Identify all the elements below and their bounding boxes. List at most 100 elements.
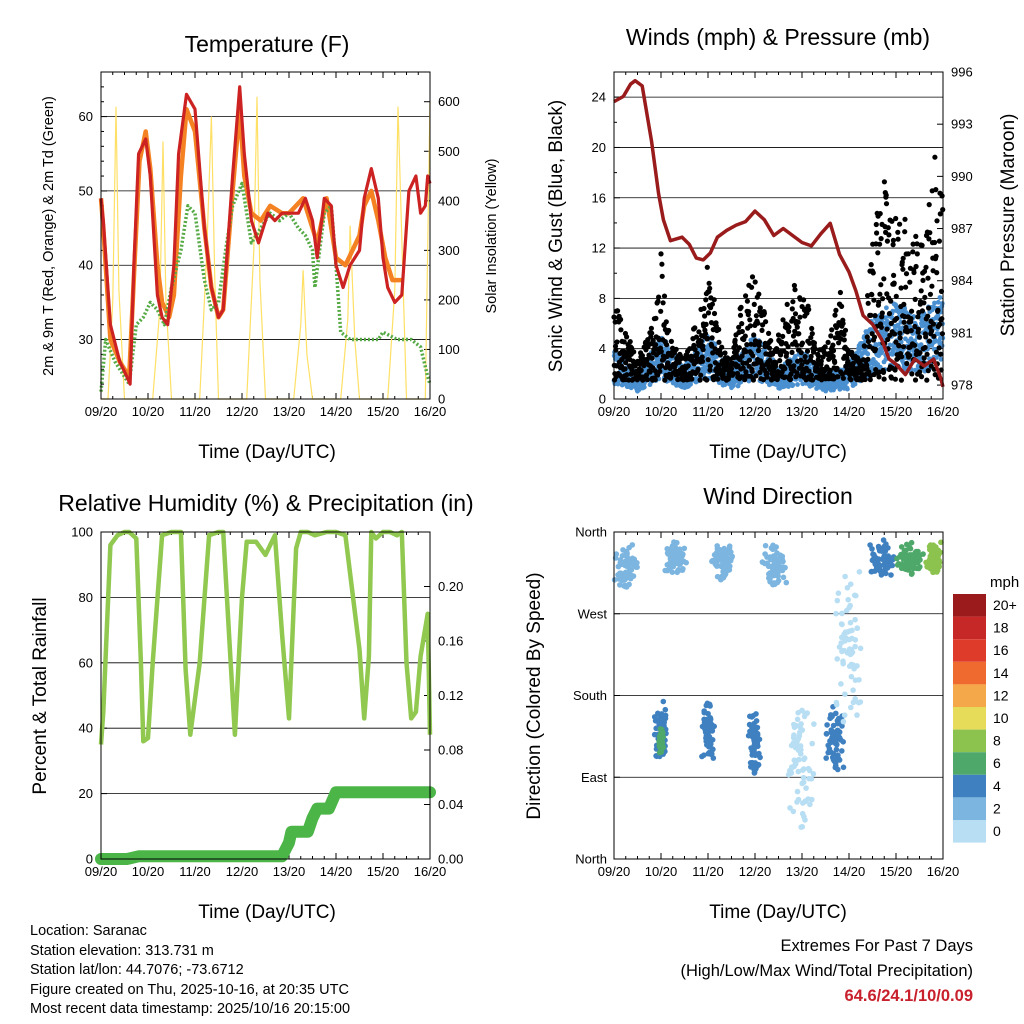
direction-point [834,727,841,734]
gust-point [914,251,920,257]
gust-point [917,350,923,356]
colorbar-swatch [953,707,986,730]
wind-point [898,339,904,345]
gust-point [792,287,798,293]
gust-point [900,344,907,350]
wind-point [665,346,671,352]
gust-point [897,330,903,336]
wind-point [615,381,621,387]
direction-point [680,566,686,572]
colorbar-tick-label: 4 [993,778,1001,794]
colorbar-swatch [953,639,986,662]
direction-point [681,545,688,552]
gust-point [912,323,918,330]
gust-point [743,293,749,299]
gust-point [711,310,718,317]
gust-point [629,345,635,351]
wind-direction-xlabel: Time (Day/UTC) [709,902,847,923]
direction-point [658,744,665,750]
y-tick-label: 20 [79,786,93,801]
gust-point [908,328,914,334]
direction-point [751,720,757,727]
direction-point [851,666,857,672]
direction-point [751,769,758,776]
gust-point [689,376,695,382]
x-tick-label: 14/20 [833,864,866,879]
gust-point [615,308,621,314]
direction-point [707,751,714,757]
direction-point [838,621,845,627]
gust-point [614,339,620,345]
direction-point [718,573,725,580]
gust-point [879,310,885,316]
wind-direction-frame [613,531,944,860]
gust-point [895,229,901,235]
gust-point [734,370,741,377]
gust-point [641,363,647,369]
gust-point [877,291,883,297]
direction-point [846,663,853,669]
temperature-panel: Temperature (F) 304050600100200300400500… [41,31,500,463]
direction-point [856,569,863,575]
gust-point [703,321,709,327]
dir-tick-label: North [575,525,607,540]
gust-point [749,274,756,280]
created-text: Figure created on Thu, 2025-10-16, at 20… [30,981,349,998]
y-tick-label: 100 [71,525,93,540]
direction-point [713,555,719,562]
wind-point [920,319,926,325]
gust-point [893,293,899,299]
y2-tick-label: 981 [951,325,973,340]
gust-point [750,353,756,359]
gust-point [739,328,745,335]
colorbar-label: mph [990,574,1019,591]
gust-point [717,352,724,358]
direction-point [709,723,716,730]
gust-point [868,262,874,268]
gust-point [712,346,718,352]
wind-direction-ylabel: Direction (Colored By Speed) [524,572,545,819]
gust-point [774,346,780,352]
direction-point [883,541,889,547]
gust-point [661,293,668,299]
direction-point [795,796,802,803]
x-tick-label: 10/20 [132,864,165,879]
direction-point [847,581,854,587]
direction-point [728,554,735,561]
gust-point [876,299,882,305]
y-tick-label: 60 [79,655,93,670]
dir-tick-label: North [575,852,607,867]
gust-point [755,347,762,354]
x-tick-label: 13/20 [786,864,819,879]
gust-point [784,301,790,307]
direction-point [620,561,626,568]
gust-point [691,342,697,348]
gust-point [618,327,624,333]
gust-point [648,325,655,331]
direction-point [798,721,804,727]
gust-point [707,285,713,291]
gust-point [904,360,910,367]
wind-point [938,356,944,362]
direction-point [909,570,915,577]
gust-point [789,306,795,312]
y2-tick-label: 0.16 [438,634,463,649]
gust-point [660,300,666,306]
direction-point [840,718,847,725]
extremes-subtitle: (High/Low/Max Wind/Total Precipitation) [680,962,973,980]
wind-point [924,321,930,326]
gust-point [933,253,939,259]
gust-point [905,251,911,257]
dewpoint-series [99,181,432,392]
direction-point [839,648,845,655]
direction-point [753,711,759,717]
gust-point [921,300,927,306]
gust-point [923,334,929,340]
gust-point [663,319,669,325]
direction-point [840,658,846,664]
station-info: Location: Saranac Station elevation: 313… [30,922,350,1020]
gust-point [934,218,940,224]
direction-point [752,740,758,746]
direction-point [710,746,716,753]
direction-point [835,752,841,758]
